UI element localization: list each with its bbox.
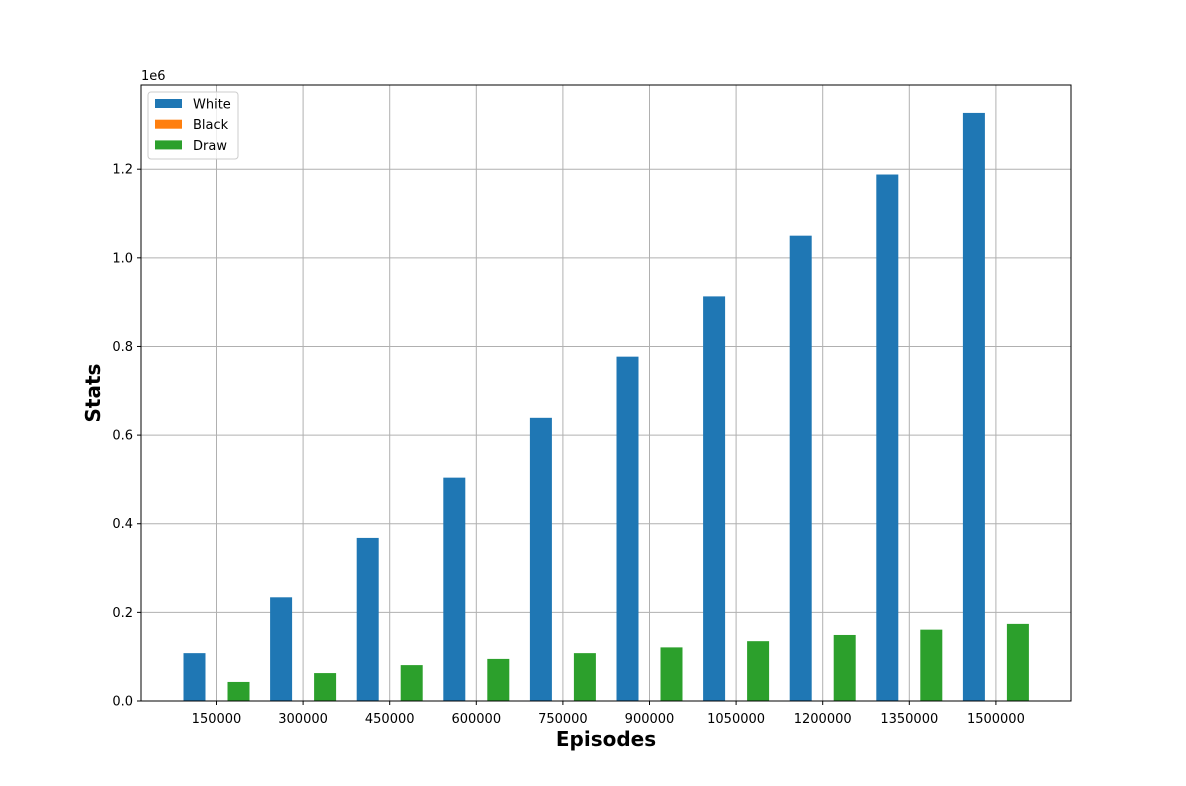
- y-tick-label: 1.2: [112, 163, 133, 178]
- bar-draw: [747, 641, 770, 701]
- legend-label: Black: [193, 118, 229, 133]
- bar-draw: [227, 681, 250, 701]
- x-tick-label: 300000: [278, 712, 328, 727]
- y-tick-label: 0.4: [112, 517, 133, 532]
- legend-label: White: [193, 98, 231, 113]
- bar-white: [703, 296, 726, 701]
- bar-white: [356, 537, 379, 701]
- y-tick-label: 1.0: [112, 251, 133, 266]
- y-axis-title: Stats: [81, 364, 105, 423]
- x-tick-label: 750000: [538, 712, 588, 727]
- bar-white: [962, 112, 985, 701]
- legend-swatch: [155, 119, 182, 129]
- bar-draw: [1006, 623, 1029, 701]
- legend-swatch: [155, 99, 182, 108]
- x-tick-label: 450000: [365, 712, 415, 727]
- bar-white: [789, 235, 812, 701]
- bar-draw: [920, 629, 943, 701]
- bar-draw: [660, 647, 683, 701]
- x-tick-label: 1500000: [967, 712, 1025, 727]
- legend-swatch: [155, 140, 182, 150]
- bar-draw: [573, 653, 596, 701]
- x-tick-label: 150000: [192, 712, 242, 727]
- bar-white: [876, 174, 899, 702]
- y-axis-offset-label: 1e6: [141, 69, 166, 84]
- x-axis: 150000 300000 450000 600000 750000 900000 1050…: [192, 701, 1025, 727]
- y-axis: 0.0 0.2 0.4 0.6 0.8 1.0 1.2: [112, 163, 141, 710]
- x-axis-title: Episodes: [556, 727, 656, 751]
- bars: [183, 112, 1029, 702]
- x-tick-label: 600000: [451, 712, 501, 727]
- bar-white: [616, 356, 639, 701]
- bar-draw: [833, 634, 856, 701]
- bar-draw: [314, 673, 337, 701]
- grid-lines: [141, 85, 1071, 702]
- legend-label: Draw: [193, 139, 227, 154]
- x-tick-label: 1350000: [880, 712, 938, 727]
- bar-white: [270, 597, 293, 701]
- y-tick-label: 0.0: [112, 695, 133, 710]
- x-tick-label: 1050000: [707, 712, 765, 727]
- x-tick-label: 1200000: [794, 712, 852, 727]
- x-tick-label: 900000: [625, 712, 675, 727]
- bar-white: [183, 653, 206, 701]
- bar-white: [529, 417, 552, 701]
- bar-white: [443, 477, 466, 701]
- legend: White Black Draw: [147, 91, 239, 160]
- y-tick-label: 0.8: [112, 340, 133, 355]
- y-tick-label: 0.2: [112, 606, 133, 621]
- bar-draw: [400, 665, 423, 701]
- plot-frame: [140, 84, 1072, 702]
- bar-draw: [487, 658, 510, 701]
- y-tick-label: 0.6: [112, 429, 133, 444]
